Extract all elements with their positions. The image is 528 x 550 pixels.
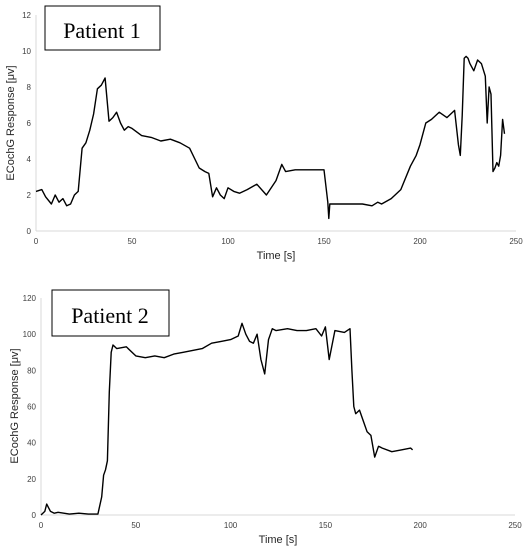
y-axis-title: ECochG Response [μv]: [5, 65, 17, 180]
x-tick-label: 250: [509, 237, 523, 246]
patient-1-chart: 0 2 4 6 8 10 12 0 50 100 150 200 250 Time [s] ECoch…: [5, 5, 523, 262]
panel-label: Patient 1: [63, 18, 141, 43]
y-tick-labels: 0 2 4 6 8 10 12: [22, 11, 31, 236]
x-tick-label: 200: [413, 237, 427, 246]
x-tick-labels: 0 50 100 150 200 250: [34, 237, 523, 246]
x-axis-title: Time [s]: [259, 534, 298, 546]
x-axis-title: Time [s]: [257, 250, 296, 262]
y-tick-label: 6: [27, 119, 32, 128]
y-tick-label: 60: [27, 403, 36, 412]
panel-label-box: Patient 1: [44, 5, 161, 51]
y-tick-labels: 0 20 40 60 80 100 120: [23, 294, 37, 520]
x-tick-label: 150: [319, 521, 333, 530]
x-tick-label: 200: [414, 521, 428, 530]
x-tick-label: 250: [508, 521, 522, 530]
x-tick-label: 100: [221, 237, 235, 246]
series-line: [35, 55, 506, 220]
y-tick-label: 12: [22, 11, 31, 20]
y-tick-label: 20: [27, 475, 36, 484]
x-tick-label: 0: [34, 237, 39, 246]
x-tick-label: 50: [131, 521, 140, 530]
x-tick-label: 100: [224, 521, 238, 530]
y-tick-label: 120: [23, 294, 37, 303]
y-tick-label: 100: [23, 330, 37, 339]
x-tick-labels: 0 50 100 150 200 250: [39, 521, 522, 530]
y-tick-label: 4: [27, 155, 32, 164]
x-tick-label: 50: [128, 237, 137, 246]
y-tick-label: 0: [32, 511, 37, 520]
y-tick-label: 2: [27, 191, 32, 200]
x-tick-label: 150: [317, 237, 331, 246]
y-axis-title: ECochG Response [μv]: [9, 348, 21, 463]
y-tick-label: 8: [27, 83, 32, 92]
y-tick-label: 40: [27, 439, 36, 448]
patient-2-chart: 0 20 40 60 80 100 120 0 50 100 150 200 250 Time [s]…: [9, 289, 522, 546]
y-tick-label: 10: [22, 47, 31, 56]
panel-label-box: Patient 2: [51, 289, 170, 337]
panel-label: Patient 2: [71, 303, 149, 328]
x-tick-label: 0: [39, 521, 44, 530]
series-line: [40, 322, 414, 516]
y-tick-label: 0: [27, 227, 32, 236]
y-tick-label: 80: [27, 366, 36, 375]
